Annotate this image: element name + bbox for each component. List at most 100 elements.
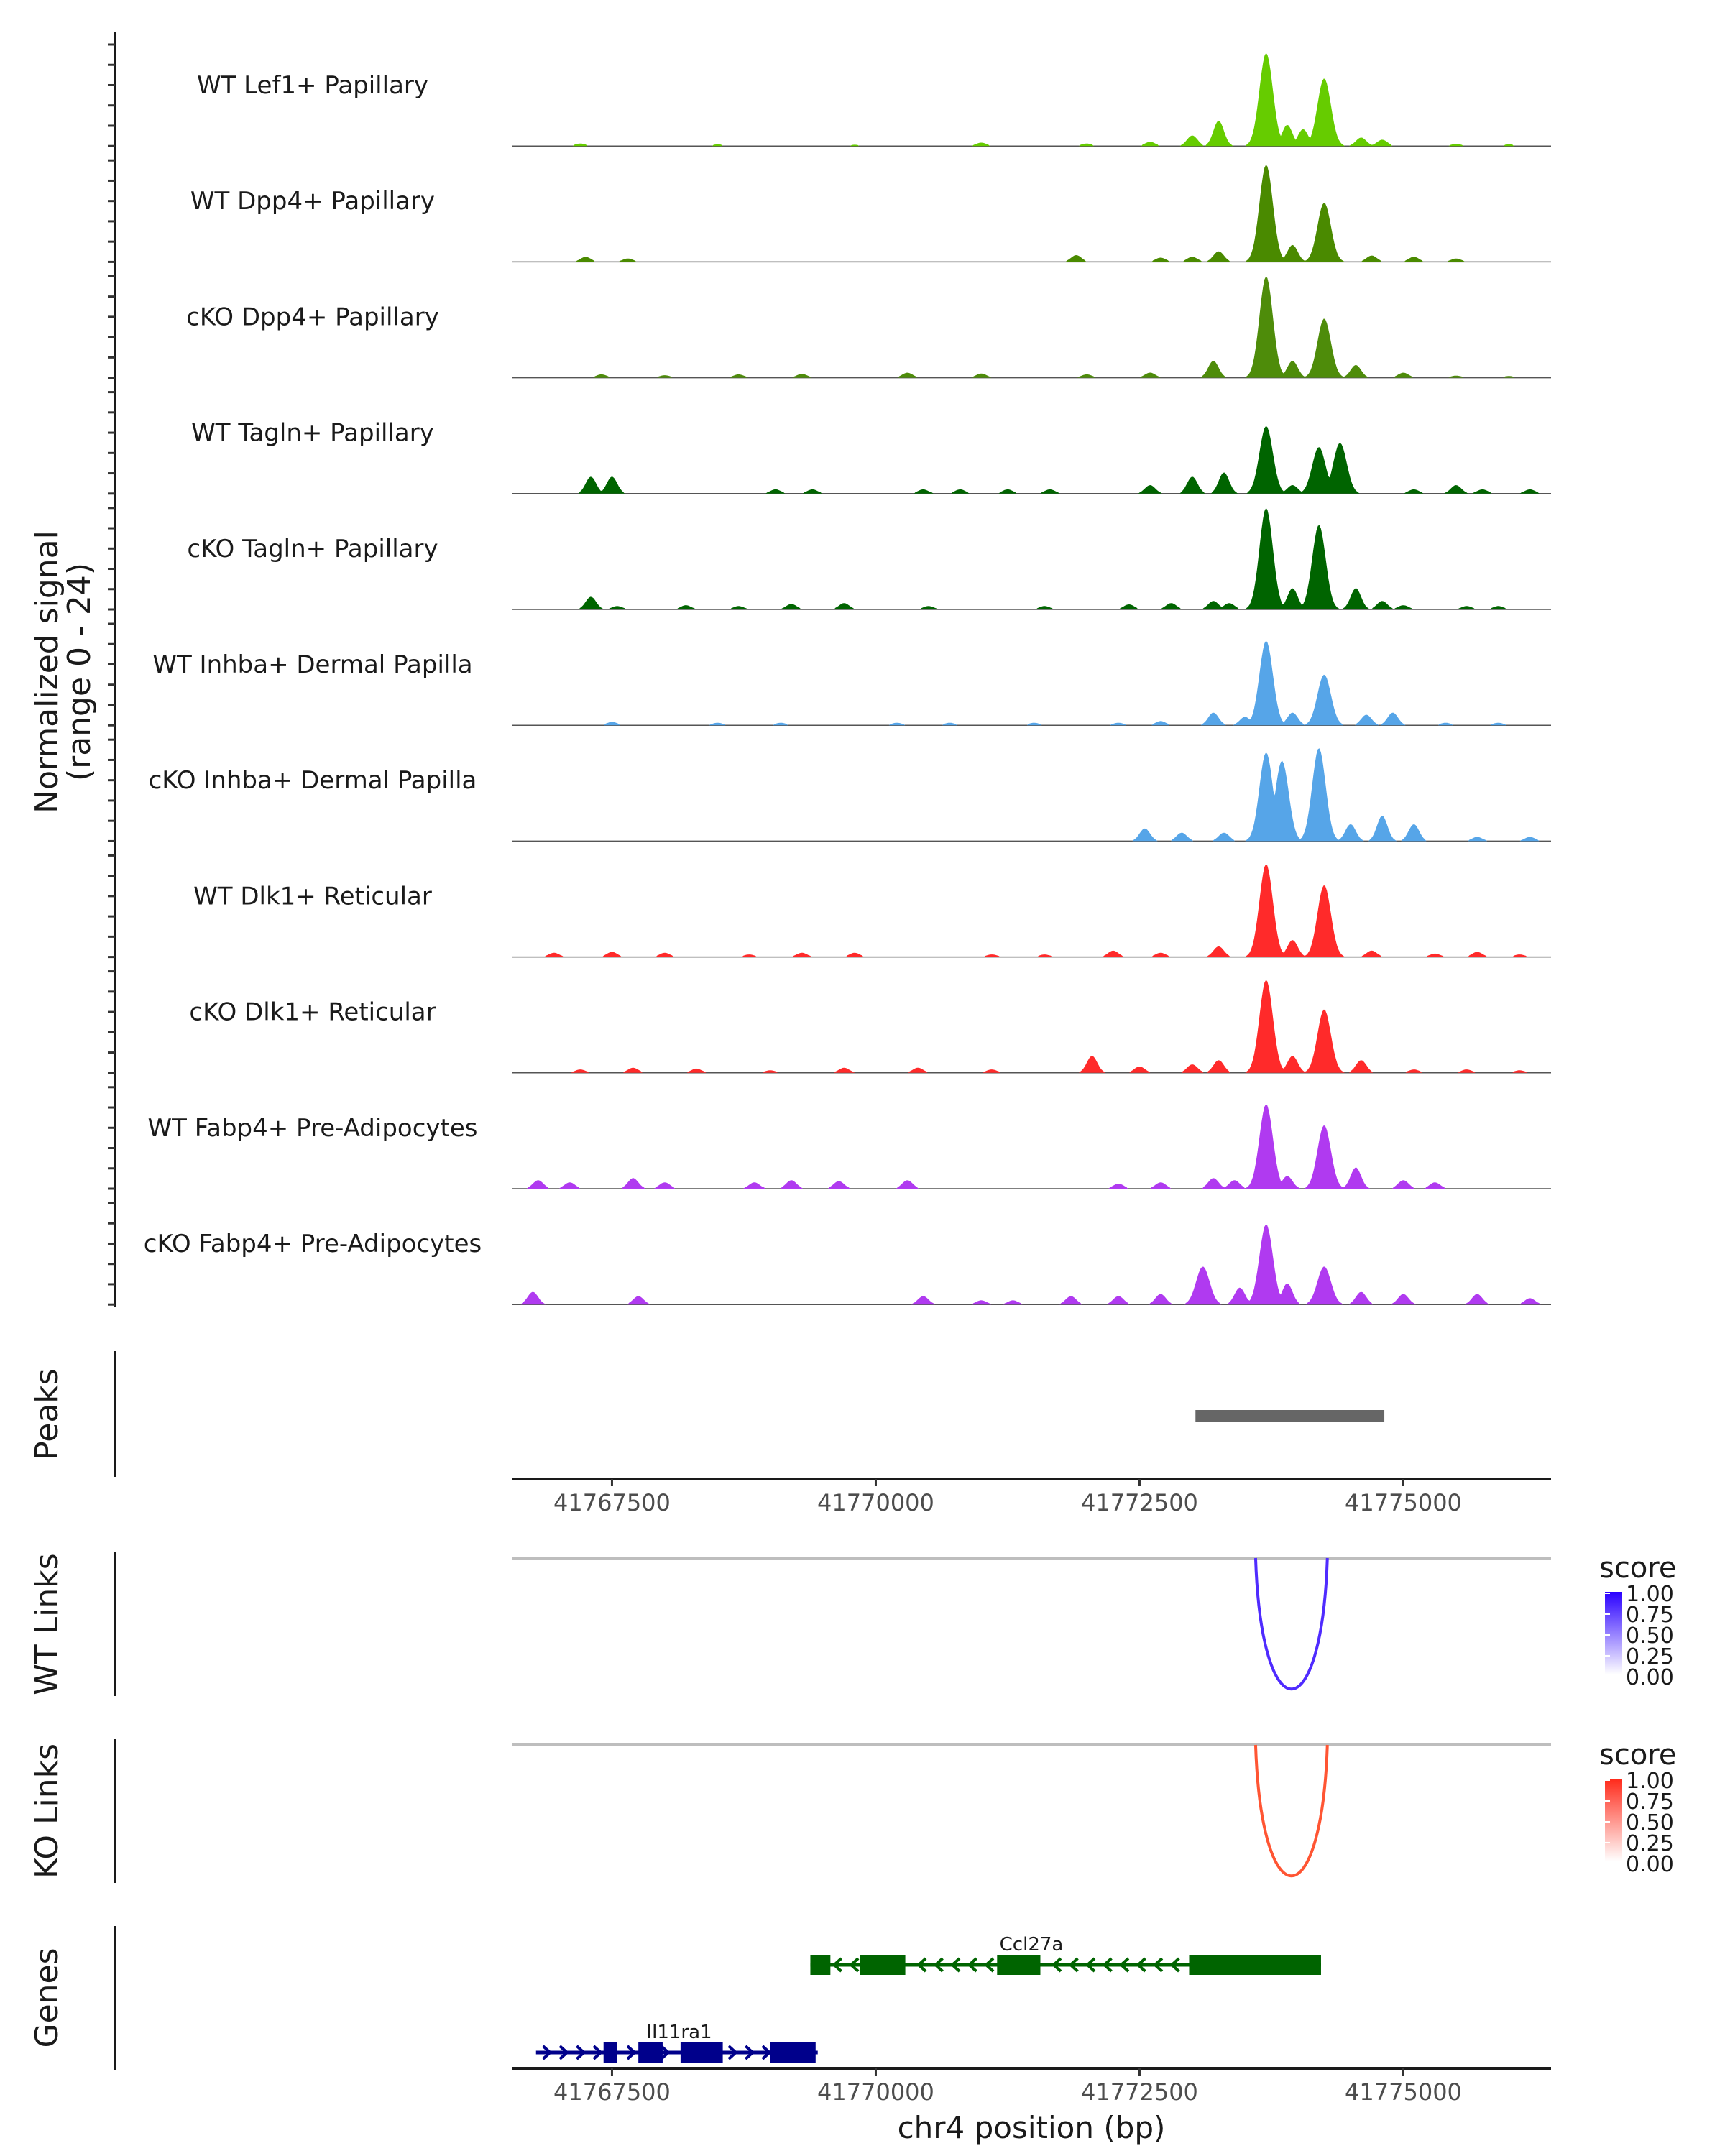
coverage-area	[512, 165, 1551, 262]
legend-tick-label: 0.75	[1626, 1603, 1674, 1628]
coverage-track: WT Lef1+ Papillary	[197, 52, 1551, 147]
legend-tick-label: 1.00	[1626, 1582, 1674, 1607]
coverage-track: WT Fabp4+ Pre-Adipocytes	[148, 1104, 1551, 1189]
strand-arrow-right-icon	[592, 2045, 603, 2060]
coverage-ylabel-line2: (range 0 - 24)	[61, 563, 98, 781]
legend-title: score	[1599, 1738, 1676, 1772]
links-tracks	[512, 1557, 1551, 1878]
link-arc	[1254, 1744, 1329, 1878]
coverage-area	[512, 864, 1551, 957]
peaks-track	[1195, 1410, 1385, 1422]
gene-model: Il11ra1	[535, 2022, 818, 2063]
coverage-area	[512, 507, 1551, 609]
track-label: cKO Dpp4+ Papillary	[186, 303, 439, 331]
track-label: WT Lef1+ Papillary	[197, 71, 428, 100]
coverage-track: WT Inhba+ Dermal Papilla	[152, 640, 1551, 726]
coverage-area	[512, 52, 1551, 147]
gene-name-label: Ccl27a	[1000, 1934, 1064, 1955]
strand-arrow-left-icon	[1068, 1957, 1079, 1973]
gene-model: Ccl27a	[810, 1934, 1321, 1975]
score-legends: score1.000.750.500.250.00score1.000.750.…	[1599, 1552, 1676, 1877]
legend-tick-label: 0.75	[1626, 1789, 1674, 1815]
strand-arrow-right-icon	[542, 2045, 553, 2060]
gene-exon	[770, 2042, 816, 2063]
genes-label: Genes	[29, 1948, 65, 2047]
coverage-track: WT Tagln+ Papillary	[191, 419, 1551, 494]
legend-title: score	[1599, 1552, 1676, 1585]
x-tick-label: 41775000	[1345, 2078, 1462, 2106]
strand-arrow-left-icon	[1051, 1957, 1062, 1973]
gene-exon	[603, 2042, 617, 2063]
peaks-label: Peaks	[29, 1368, 65, 1460]
strand-arrow-right-icon	[626, 2045, 637, 2060]
strand-arrow-left-icon	[1152, 1957, 1164, 1973]
strand-arrow-left-icon	[950, 1957, 961, 1973]
coverage-track: cKO Tagln+ Papillary	[187, 507, 1551, 610]
legend-colorbar	[1605, 1592, 1622, 1674]
strand-arrow-left-icon	[832, 1957, 842, 1973]
coverage-track: cKO Fabp4+ Pre-Adipocytes	[144, 1224, 1551, 1305]
coverage-area	[512, 748, 1551, 842]
coverage-track: cKO Dlk1+ Reticular	[189, 980, 1551, 1074]
strand-arrow-left-icon	[933, 1957, 944, 1973]
coverage-track: cKO Inhba+ Dermal Papilla	[149, 748, 1551, 842]
track-label: WT Dpp4+ Papillary	[190, 187, 435, 216]
track-label: WT Fabp4+ Pre-Adipocytes	[148, 1114, 478, 1143]
x-tick-label: 41772500	[1081, 1489, 1198, 1516]
x-tick-label: 41770000	[817, 2078, 934, 2106]
strand-arrow-right-icon	[660, 2045, 671, 2060]
legend-tick-label: 0.50	[1626, 1810, 1674, 1835]
track-label: WT Dlk1+ Reticular	[193, 882, 432, 911]
peak-region	[1195, 1410, 1385, 1422]
coverage-ylabel-line1: Normalized signal	[29, 530, 65, 814]
strand-arrow-left-icon	[1102, 1957, 1113, 1973]
coverage-area	[512, 1104, 1551, 1189]
coverage-y-axis	[108, 32, 116, 1307]
track-label: cKO Tagln+ Papillary	[187, 535, 438, 563]
track-label: WT Tagln+ Papillary	[191, 419, 434, 448]
legend-tick-label: 0.50	[1626, 1623, 1674, 1649]
coverage-track: WT Dpp4+ Papillary	[190, 165, 1551, 263]
strand-arrow-right-icon	[744, 2045, 755, 2060]
strand-arrow-right-icon	[576, 2045, 586, 2060]
coverage-area	[512, 276, 1551, 378]
strand-arrow-left-icon	[1169, 1957, 1180, 1973]
gene-exon	[860, 1955, 906, 1975]
legend-tick-label: 0.25	[1626, 1644, 1674, 1669]
x-tick-label: 41772500	[1081, 2078, 1198, 2106]
wt-links-label: WT Links	[29, 1553, 65, 1695]
track-label: cKO Fabp4+ Pre-Adipocytes	[144, 1230, 482, 1258]
strand-arrow-right-icon	[558, 2045, 569, 2060]
x-axis-title: chr4 position (bp)	[898, 2110, 1166, 2145]
legend-tick-label: 0.00	[1626, 1665, 1674, 1690]
strand-arrow-left-icon	[1085, 1957, 1096, 1973]
gene-exon	[680, 2042, 723, 2063]
track-label: cKO Inhba+ Dermal Papilla	[149, 766, 477, 795]
coverage-area	[512, 980, 1551, 1073]
coverage-area	[512, 640, 1551, 726]
coverage-area	[512, 1224, 1551, 1305]
strand-arrow-left-icon	[1136, 1957, 1146, 1973]
legend-colorbar	[1605, 1779, 1622, 1861]
legend-tick-label: 0.25	[1626, 1831, 1674, 1856]
x-axis-top: 41767500 41770000 41772500 41775000	[512, 1478, 1551, 1516]
gene-name-label: Il11ra1	[646, 2022, 712, 2043]
coverage-track: cKO Dpp4+ Papillary	[186, 276, 1551, 379]
x-axis-bottom: 41767500 41770000 41772500 41775000	[512, 2067, 1551, 2106]
gene-exon	[1189, 1955, 1321, 1975]
strand-arrow-left-icon	[916, 1957, 927, 1973]
track-label: WT Inhba+ Dermal Papilla	[152, 650, 472, 679]
genes-track: Ccl27a Il11ra1	[535, 1934, 1321, 2063]
x-tick-label: 41775000	[1345, 1489, 1462, 1516]
legend-tick-label: 1.00	[1626, 1769, 1674, 1794]
strand-arrow-right-icon	[761, 2045, 772, 2060]
coverage-tracks: WT Lef1+ Papillary WT Dpp4+ Papillary cKO …	[144, 52, 1551, 1305]
coverage-area	[512, 425, 1551, 494]
strand-arrow-right-icon	[727, 2045, 738, 2060]
strand-arrow-left-icon	[984, 1957, 995, 1973]
link-arc	[1254, 1557, 1329, 1691]
strand-arrow-left-icon	[1118, 1957, 1130, 1973]
x-tick-label: 41767500	[553, 1489, 671, 1516]
legend-tick-label: 0.00	[1626, 1852, 1674, 1877]
